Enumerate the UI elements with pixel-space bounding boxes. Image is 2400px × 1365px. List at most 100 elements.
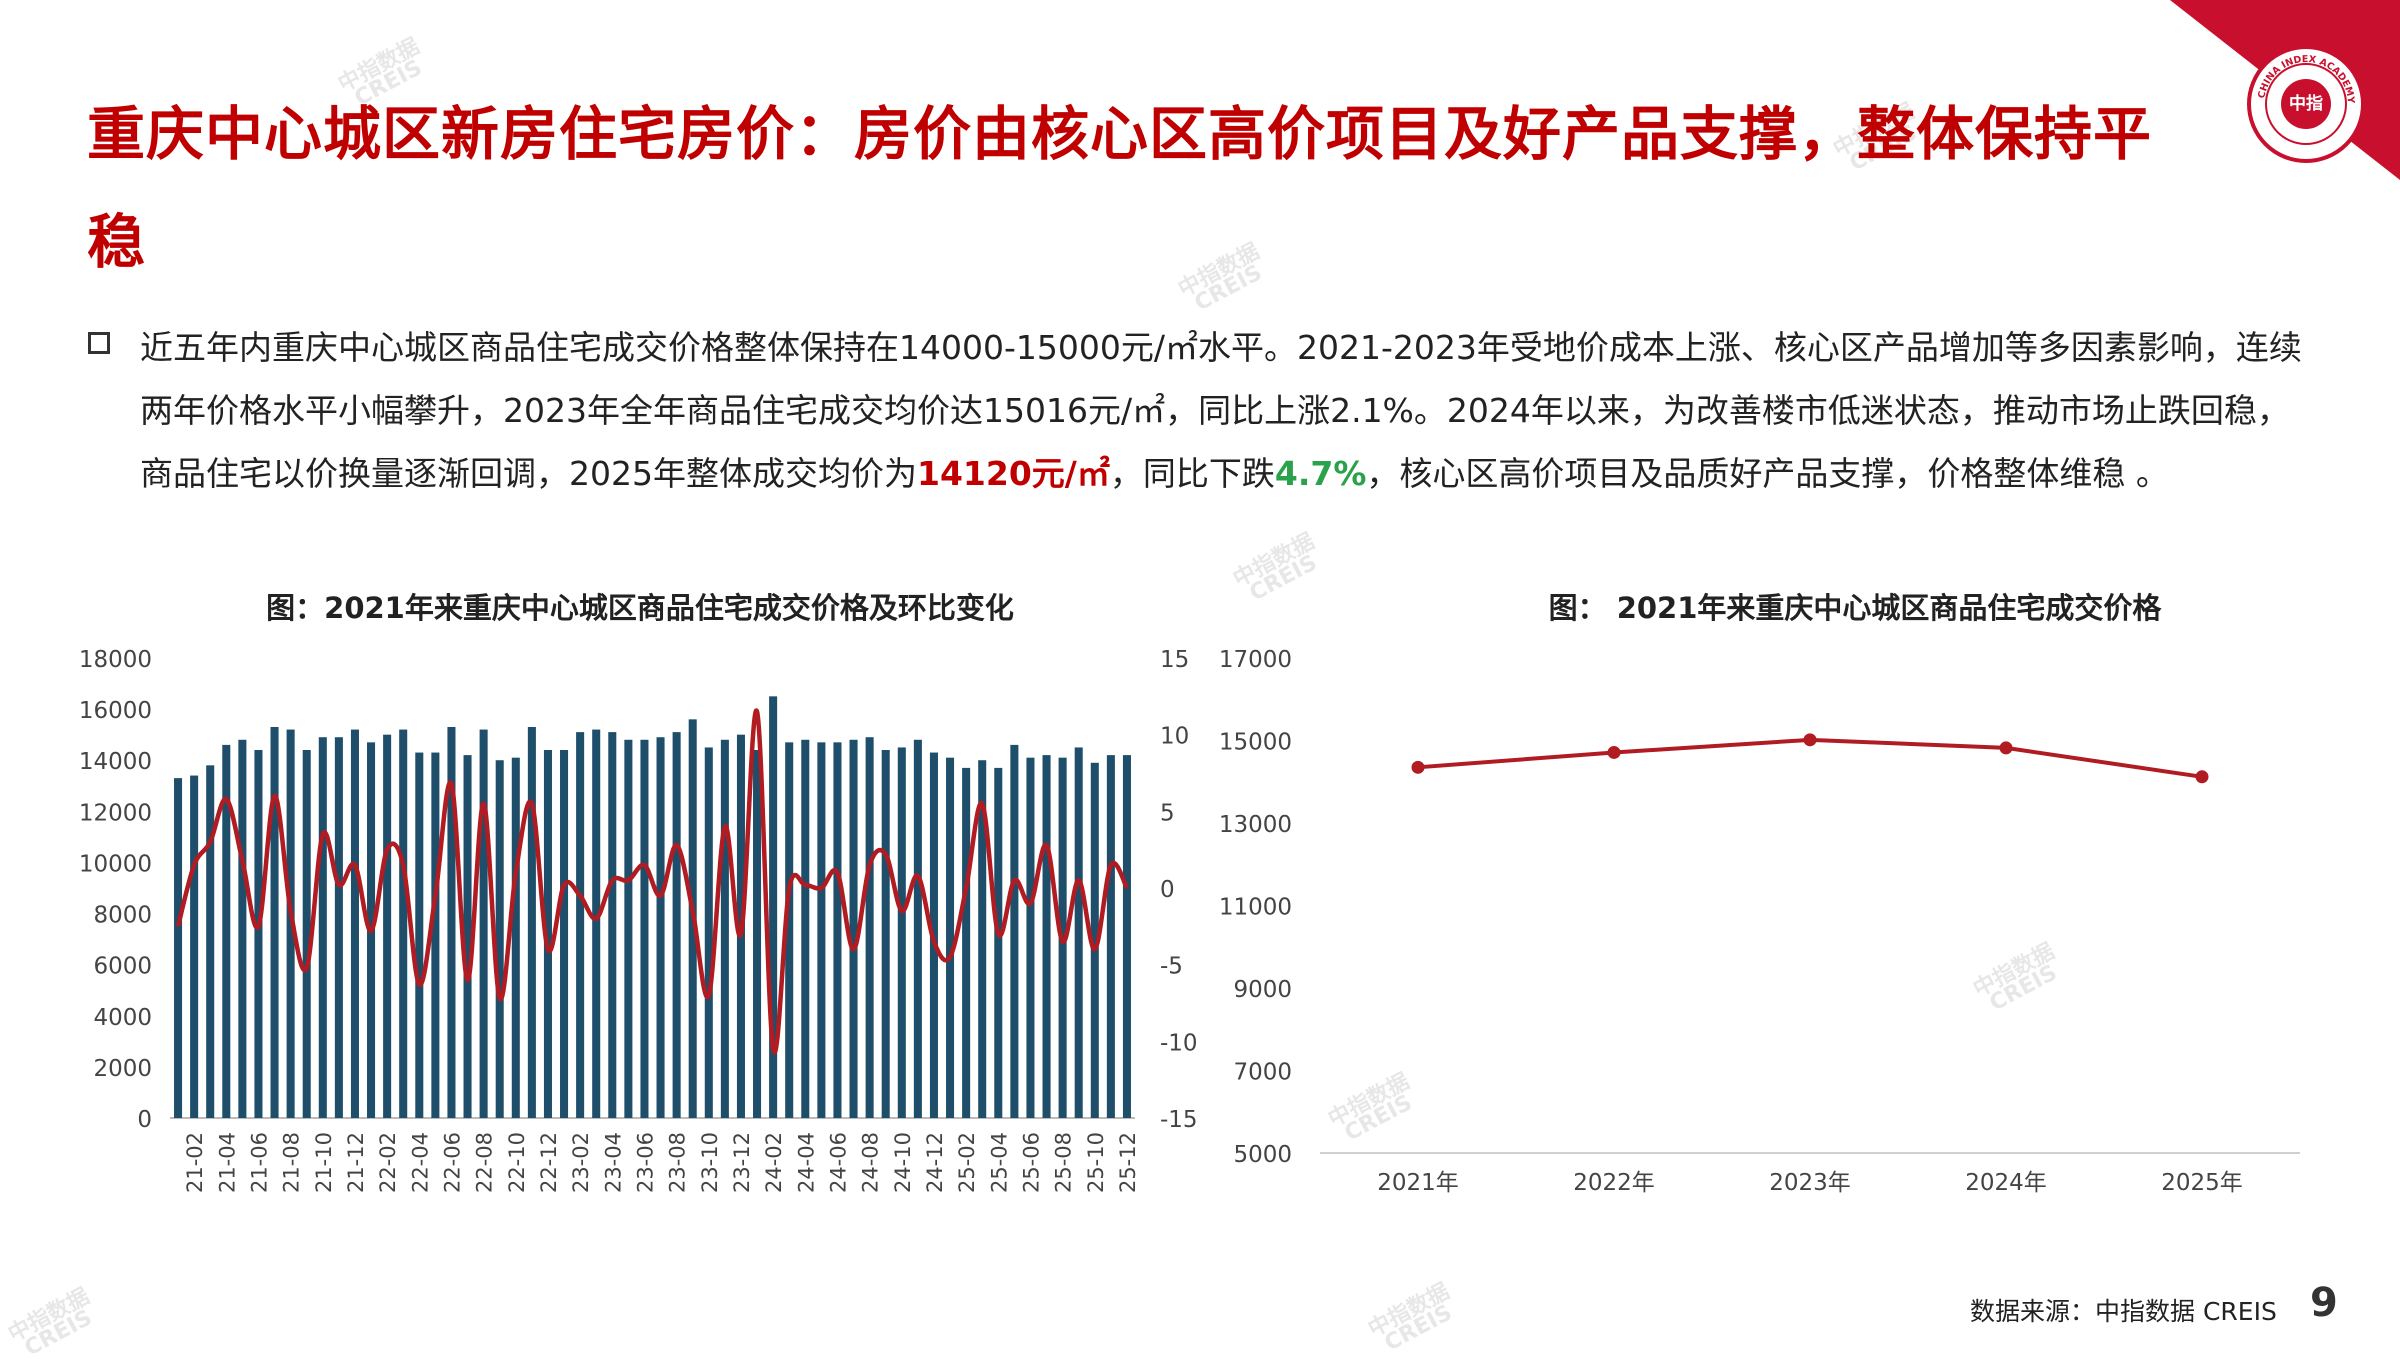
- price-bar: [801, 739, 810, 1118]
- price-bar: [1122, 755, 1131, 1118]
- right-y-tick-label: -10: [1160, 1030, 1198, 1056]
- price-bar: [785, 742, 794, 1118]
- bullet-square-icon: [88, 332, 110, 354]
- price-bar: [720, 739, 729, 1118]
- y-tick-label: 15000: [1219, 730, 1292, 756]
- price-bar: [286, 729, 295, 1118]
- x-tick-label: 24-08: [859, 1132, 883, 1193]
- x-category-label: 2022年: [1573, 1170, 1655, 1196]
- left-y-tick-label: 2000: [93, 1056, 152, 1082]
- annual-price-point: [1999, 741, 2013, 755]
- x-tick-label: 21-12: [344, 1132, 368, 1193]
- left-y-tick-label: 16000: [79, 698, 152, 724]
- left-y-tick-label: 4000: [93, 1005, 152, 1031]
- price-bar: [881, 750, 890, 1118]
- price-bar: [576, 732, 585, 1118]
- x-tick-label: 25-06: [1019, 1132, 1043, 1193]
- price-bar: [1106, 755, 1115, 1118]
- price-bar: [1026, 757, 1035, 1118]
- x-tick-label: 25-12: [1116, 1132, 1140, 1193]
- price-bar: [1010, 744, 1019, 1118]
- x-tick-label: 22-06: [440, 1132, 464, 1193]
- x-tick-label: 22-02: [376, 1132, 400, 1193]
- price-bar: [897, 747, 906, 1118]
- price-bar: [190, 775, 199, 1118]
- left-y-tick-label: 14000: [79, 749, 152, 775]
- y-tick-label: 13000: [1219, 812, 1292, 838]
- x-tick-label: 22-10: [505, 1132, 529, 1193]
- x-tick-label: 22-04: [408, 1132, 432, 1193]
- x-tick-label: 21-04: [215, 1132, 239, 1193]
- x-tick-label: 24-02: [762, 1132, 786, 1193]
- summary-paragraph: 近五年内重庆中心城区商品住宅成交价格整体保持在14000-15000元/㎡水平。…: [140, 328, 2302, 493]
- x-category-label: 2025年: [2161, 1170, 2243, 1196]
- price-bar: [222, 744, 231, 1118]
- y-tick-label: 9000: [1233, 977, 1292, 1003]
- price-bar: [415, 752, 424, 1118]
- china-index-academy-logo: CHINA INDEX ACADEMY 中指: [2247, 45, 2365, 163]
- x-tick-label: 24-10: [891, 1132, 915, 1193]
- right-y-tick-label: -15: [1160, 1107, 1198, 1133]
- x-tick-label: 22-12: [537, 1132, 561, 1193]
- price-bar: [463, 755, 472, 1118]
- price-bar: [624, 739, 633, 1118]
- watermark: 中指数据 CREIS: [1364, 1279, 1457, 1357]
- monthly-price-chart: 0 2000 4000 6000 8000 10000 12000 14000 16000 180…: [79, 647, 1198, 1193]
- x-tick-label: 25-08: [1052, 1132, 1076, 1193]
- x-category-label: 2024年: [1965, 1170, 2047, 1196]
- chart1-title: 图：2021年来重庆中心城区商品住宅成交价格及环比变化: [266, 591, 1014, 625]
- right-y-tick-label: 0: [1160, 877, 1175, 903]
- right-y-tick-label: 5: [1160, 800, 1175, 826]
- data-source: 数据来源：中指数据 CREIS: [1970, 1297, 2277, 1326]
- price-bar: [383, 734, 392, 1118]
- price-bar: [753, 750, 762, 1118]
- price-bar: [608, 732, 617, 1118]
- price-bar: [254, 750, 263, 1118]
- price-bar: [913, 739, 922, 1118]
- price-bar: [865, 737, 874, 1118]
- mom-change-line: [175, 708, 1129, 1055]
- price-bar: [511, 757, 520, 1118]
- price-bar: [946, 757, 955, 1118]
- price-bar: [238, 739, 247, 1118]
- x-tick-label: 23-06: [633, 1132, 657, 1193]
- price-highlight: 14120元/㎡: [916, 454, 1110, 493]
- price-bar: [527, 727, 536, 1118]
- price-bar: [817, 742, 826, 1118]
- x-tick-label: 23-04: [601, 1132, 625, 1193]
- x-tick-label: 23-12: [730, 1132, 754, 1193]
- page-number: 9: [2310, 1280, 2338, 1326]
- x-category-label: 2021年: [1377, 1170, 1459, 1196]
- x-tick-label: 21-10: [312, 1132, 336, 1193]
- left-y-tick-label: 10000: [79, 851, 152, 877]
- price-bar: [656, 737, 665, 1118]
- x-tick-label: 23-10: [698, 1132, 722, 1193]
- logo-center-text: 中指: [2281, 79, 2331, 129]
- x-tick-label: 24-12: [923, 1132, 947, 1193]
- y-tick-label: 17000: [1219, 647, 1292, 673]
- left-y-tick-label: 12000: [79, 800, 152, 826]
- price-bar: [318, 737, 327, 1118]
- x-tick-label: 22-08: [473, 1132, 497, 1193]
- price-bar: [334, 737, 343, 1118]
- left-y-tick-label: 18000: [79, 647, 152, 673]
- left-y-tick-label: 0: [137, 1107, 152, 1133]
- annual-price-point: [1607, 745, 1621, 759]
- x-tick-label: 25-10: [1084, 1132, 1108, 1193]
- left-y-tick-label: 8000: [93, 903, 152, 929]
- x-tick-label: 25-02: [955, 1132, 979, 1193]
- price-bar: [769, 696, 778, 1118]
- price-bar: [704, 747, 713, 1118]
- price-bar: [1090, 762, 1099, 1118]
- price-bar: [350, 729, 359, 1118]
- price-bar: [174, 778, 183, 1118]
- annual-price-chart: 5000 7000 9000 11000 13000 15000 17000 2021年 202…: [1219, 647, 2300, 1196]
- price-bar: [447, 727, 456, 1118]
- price-bar: [672, 732, 681, 1118]
- logo-inner-ring: [2265, 63, 2347, 145]
- right-y-tick-label: 15: [1160, 647, 1189, 673]
- x-tick-label: 23-08: [666, 1132, 690, 1193]
- y-tick-label: 7000: [1233, 1060, 1292, 1086]
- annual-price-point: [1411, 760, 1425, 774]
- price-bar: [962, 767, 971, 1118]
